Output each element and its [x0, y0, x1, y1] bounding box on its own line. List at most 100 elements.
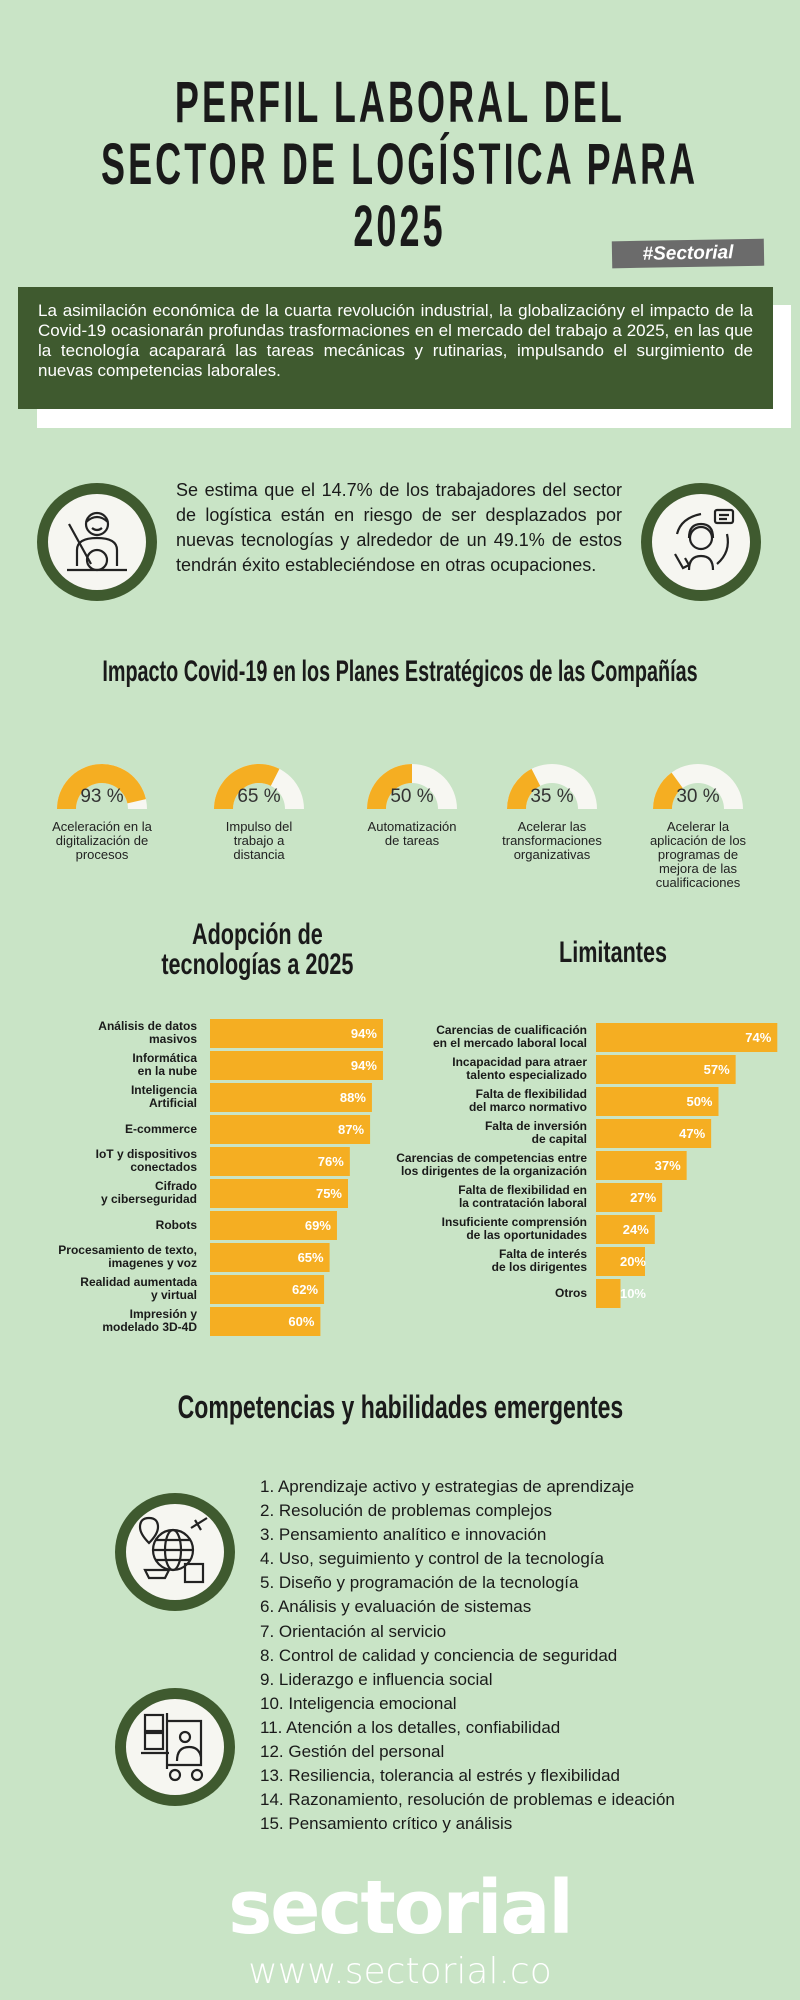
- bar: [596, 1151, 687, 1180]
- bar-value-label: 75%: [316, 1186, 342, 1201]
- gauge-fill: [653, 772, 683, 809]
- gauge-label: Automatización de tareas: [367, 819, 457, 848]
- gauge-fill: [57, 764, 146, 809]
- bar-value-label: 50%: [686, 1094, 712, 1109]
- logo-text: sectorial: [228, 1865, 573, 1951]
- gauge-track: [653, 764, 743, 809]
- bar: [596, 1279, 621, 1308]
- bar-category-label: Procesamiento de texto, imagenes y voz: [58, 1243, 197, 1270]
- bar: [210, 1179, 348, 1208]
- gauge-value: 65 %: [237, 786, 281, 807]
- bar: [210, 1083, 372, 1112]
- bar-value-label: 47%: [679, 1126, 705, 1141]
- skill-item: 4. Uso, seguimiento y control de la tecn…: [260, 1549, 604, 1569]
- gauge-label: Acelerar las transformaciones organizati…: [502, 819, 602, 862]
- skill-item: 9. Liderazgo e influencia social: [260, 1669, 493, 1689]
- bar: [596, 1183, 663, 1212]
- bar-value-label: 10%: [620, 1286, 646, 1301]
- logistics-icon-circle: [115, 1493, 235, 1611]
- bar: [596, 1215, 655, 1244]
- bar-value-label: 65%: [298, 1250, 324, 1265]
- gauge-fill: [214, 764, 280, 809]
- gauge-label: Aceleración en la digitalización de proc…: [52, 819, 152, 862]
- bar-value-label: 94%: [351, 1026, 377, 1041]
- skills-list: 1. Aprendizaje activo y estrategias de a…: [260, 1475, 675, 1836]
- bar-category-label: Carencias de competencias entre los diri…: [396, 1151, 587, 1178]
- bar-category-label: Impresión y modelado 3D-4D: [102, 1307, 197, 1334]
- bar-category-label: Informática en la nube: [132, 1051, 197, 1078]
- skill-item: 8. Control de calidad y conciencia de se…: [260, 1645, 618, 1665]
- driver-icon-circle: [37, 483, 157, 601]
- bar: [596, 1087, 719, 1116]
- bar: [210, 1243, 330, 1272]
- bar: [596, 1023, 778, 1052]
- intro-text: La asimilación económica de la cuarta re…: [18, 287, 773, 409]
- bar-category-label: Falta de flexibilidad en la contratación…: [458, 1183, 587, 1210]
- bar-value-label: 27%: [630, 1190, 656, 1205]
- bar: [596, 1247, 645, 1276]
- global-logistics-icon: [138, 1516, 208, 1584]
- risk-statistic: Se estima que el 14.7% de los trabajador…: [176, 480, 622, 575]
- bar-value-label: 94%: [351, 1058, 377, 1073]
- call-center-icon-circle: [641, 483, 761, 601]
- skills-title: Competencias y habilidades emergentes: [177, 1389, 623, 1425]
- bar: [596, 1055, 736, 1084]
- page-title: PERFIL LABORAL DEL SECTOR DE LOGÍSTICA P…: [0, 72, 800, 258]
- sectorial-logo: sectorial: [0, 1870, 800, 1946]
- skill-item: 14. Razonamiento, resolución de problema…: [260, 1790, 675, 1810]
- bar-category-label: Insuficiente comprensión de las oportuni…: [441, 1215, 587, 1242]
- bar-category-label: E-commerce: [124, 1122, 197, 1136]
- driver-icon: [67, 511, 127, 572]
- website-url[interactable]: www.sectorial.co: [248, 1951, 552, 1992]
- bar: [210, 1051, 383, 1080]
- limitations-chart-title: Limitantes: [558, 936, 668, 969]
- bar-value-label: 20%: [620, 1254, 646, 1269]
- bar: [210, 1275, 325, 1304]
- gauge-chart: [57, 764, 743, 809]
- bar-value-label: 88%: [340, 1090, 366, 1105]
- bar-value-label: 37%: [655, 1158, 681, 1173]
- bar-value-label: 74%: [745, 1030, 771, 1045]
- bar: [210, 1019, 383, 1048]
- bar: [210, 1211, 337, 1240]
- bar-value-label: 87%: [338, 1122, 364, 1137]
- skill-item: 6. Análisis y evaluación de sistemas: [260, 1597, 532, 1617]
- title-line: 2025: [353, 194, 447, 259]
- bar-value-label: 69%: [305, 1218, 331, 1233]
- bar-category-label: Carencias de cualificación en el mercado…: [432, 1023, 587, 1050]
- skill-item: 2. Resolución de problemas complejos: [260, 1501, 552, 1521]
- bar-category-label: Otros: [554, 1286, 587, 1300]
- skill-item: 1. Aprendizaje activo y estrategias de a…: [260, 1477, 635, 1496]
- gauge-value: 50 %: [390, 786, 434, 807]
- skill-item: 13. Resiliencia, tolerancia al estrés y …: [260, 1766, 621, 1786]
- bar-charts: 94% 94% 88% 87% 76% 75% 69% 65% 62% 60% 74% 57% 50% 4…: [210, 1019, 778, 1336]
- gauge-value: 93 %: [80, 786, 124, 807]
- bar-category-label: Falta de interés de los dirigentes: [491, 1247, 587, 1274]
- bar-category-label: Incapacidad para atraer talento especial…: [452, 1055, 587, 1082]
- adoption-chart-title: Adopción de tecnologías a 2025: [160, 918, 354, 981]
- gauge-value: 35 %: [530, 786, 574, 807]
- skill-item: 3. Pensamiento analítico e innovación: [260, 1525, 547, 1545]
- bar: [596, 1119, 712, 1148]
- gauge-fill: [507, 768, 541, 809]
- title-line: PERFIL LABORAL DEL: [174, 70, 626, 135]
- bar-category-label: Falta de inversión de capital: [484, 1119, 587, 1146]
- call-center-agent-icon: [674, 508, 735, 571]
- bar-value-label: 57%: [704, 1062, 730, 1077]
- bar-value-label: 60%: [288, 1314, 314, 1329]
- title-line: SECTOR DE LOGÍSTICA PARA: [101, 132, 699, 197]
- forklift-icon-circle: [115, 1688, 235, 1806]
- skill-item: 12. Gestión del personal: [260, 1742, 445, 1762]
- gauge-value: 30 %: [676, 786, 720, 807]
- bar-category-label: Realidad aumentada y virtual: [80, 1275, 197, 1302]
- bar-category-label: Cifrado y ciberseguridad: [100, 1179, 197, 1206]
- bar: [210, 1115, 371, 1144]
- gauge-fill: [367, 764, 412, 809]
- bar-category-label: Análisis de datos masivos: [98, 1019, 197, 1046]
- covid-section-title: Impacto Covid-19 en los Planes Estratégi…: [102, 655, 698, 688]
- gauge-label: Acelerar la aplicación de los programas …: [649, 819, 747, 890]
- skill-item: 11. Atención a los detalles, confiabilid…: [260, 1717, 561, 1737]
- bar: [210, 1307, 321, 1336]
- skill-item: 15. Pensamiento crítico y análisis: [260, 1814, 513, 1834]
- skill-item: 10. Inteligencia emocional: [260, 1693, 457, 1713]
